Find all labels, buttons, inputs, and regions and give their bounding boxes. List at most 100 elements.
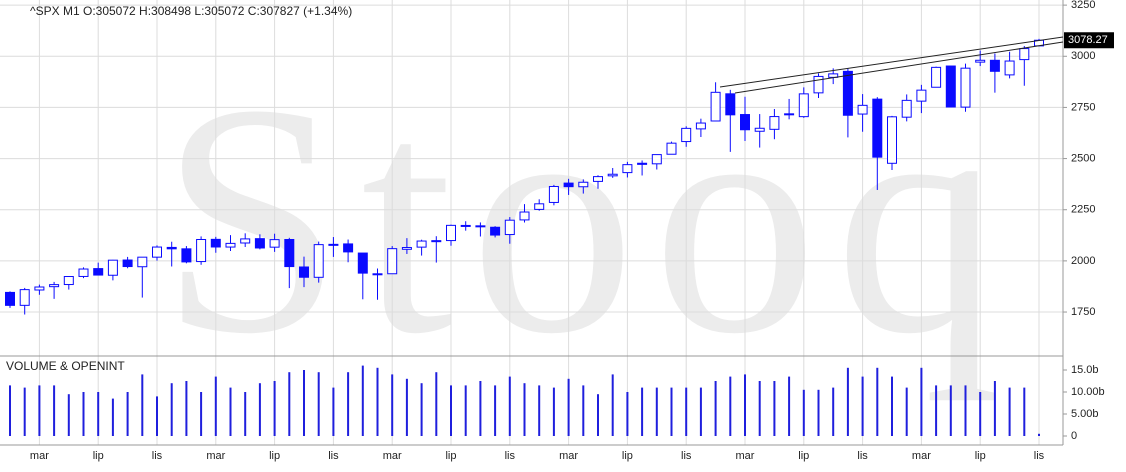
candle-body [196, 238, 207, 263]
volume-bar [229, 387, 232, 436]
candle-body [945, 65, 956, 108]
volume-bar [935, 385, 938, 436]
volume-bar [53, 385, 56, 436]
volume-bar [258, 383, 261, 436]
volume-bar [391, 374, 394, 436]
volume-bar [626, 392, 629, 436]
x-tick-label: lis [681, 450, 692, 462]
volume-bar [508, 376, 511, 436]
x-tick-label: mar [559, 450, 578, 462]
volume-bar [979, 392, 982, 436]
volume-bar [303, 370, 305, 436]
volume-bar [38, 385, 41, 436]
candle-body [519, 211, 530, 221]
volume-bar [832, 387, 835, 436]
volume-bar [1038, 433, 1040, 436]
volume-bar [699, 387, 702, 436]
candle-body [504, 219, 515, 236]
volume-bar [905, 387, 908, 436]
y-tick-label: 5.00b [1071, 408, 1099, 420]
candle-body [842, 70, 853, 116]
volume-bar [802, 389, 805, 436]
x-tick-label: mar [206, 450, 225, 462]
volume-bar [861, 376, 864, 436]
candle-body [916, 89, 927, 102]
volume-bar [170, 383, 173, 436]
candle-body [740, 114, 750, 131]
volume-bar [1008, 387, 1011, 436]
candle-body [887, 116, 897, 164]
y-tick-label: 2500 [1071, 152, 1095, 164]
x-tick-label: mar [736, 450, 755, 462]
candle-body [607, 173, 618, 177]
candle-body [49, 284, 60, 288]
candle-body [681, 127, 692, 143]
volume-bar [82, 392, 85, 436]
candle-body [166, 246, 177, 250]
volume-bar [185, 381, 188, 436]
volume-bar [464, 385, 467, 436]
candle-body [490, 226, 501, 236]
volume-bar [200, 392, 203, 436]
volume-bar [641, 387, 644, 436]
volume-bar [993, 381, 996, 436]
candle-body [769, 116, 780, 130]
x-tick-label: lis [505, 450, 516, 462]
volume-bar [288, 372, 291, 436]
candle-body [666, 142, 677, 155]
volume-bar [567, 378, 570, 436]
volume-bar [141, 374, 144, 436]
candle-body [225, 242, 236, 248]
candle-body [122, 259, 133, 268]
candle-body [651, 154, 662, 165]
volume-bar [156, 396, 158, 436]
candle-body [63, 276, 74, 286]
volume-bar [949, 385, 952, 436]
volume-bar [744, 374, 746, 436]
volume-bar [1023, 387, 1026, 436]
candle-body [637, 162, 648, 165]
volume-bar [817, 389, 820, 436]
y-tick-label: 2000 [1071, 255, 1095, 267]
volume-bar [97, 392, 100, 436]
volume-bar [479, 381, 482, 436]
candle-body [563, 182, 574, 188]
candle-body [960, 67, 971, 108]
volume-bar [376, 367, 379, 436]
x-tick-label: mar [912, 450, 931, 462]
x-tick-label: lip [445, 450, 456, 462]
candle-body [387, 248, 398, 275]
volume-bar [523, 383, 526, 436]
candle-body [475, 225, 486, 228]
volume-bar [494, 385, 497, 436]
last-price-label: 3078.27 [1068, 34, 1108, 46]
volume-bar [670, 387, 673, 436]
candle-body [446, 224, 456, 242]
volume-bar [655, 387, 658, 436]
y-tick-label: 2750 [1071, 101, 1095, 113]
volume-bar [317, 372, 320, 436]
candle-body [78, 268, 89, 277]
y-tick-label: 0 [1071, 430, 1077, 442]
candle-body [107, 259, 118, 276]
x-tick-label: lip [93, 450, 104, 462]
volume-bar [582, 385, 585, 436]
candle-body [416, 240, 427, 248]
candle-body [725, 93, 736, 116]
candle-body [328, 243, 339, 246]
volume-bar [347, 372, 350, 436]
chart-title: ^SPX M1 O:305072 H:308498 L:305072 C:307… [30, 4, 352, 18]
volume-bar [332, 387, 335, 436]
y-tick-label: 15.0b [1071, 364, 1099, 376]
candle-body [372, 273, 383, 276]
volume-bar [361, 365, 364, 436]
candle-body [34, 286, 45, 291]
candle-body [210, 238, 221, 248]
volume-bar [23, 387, 26, 436]
volume-bar [846, 367, 849, 436]
watermark: Stooq [160, 37, 1000, 402]
candle-body [93, 268, 104, 276]
volume-bar [67, 394, 70, 436]
volume-bar [450, 385, 452, 436]
x-tick-label: lip [798, 450, 809, 462]
